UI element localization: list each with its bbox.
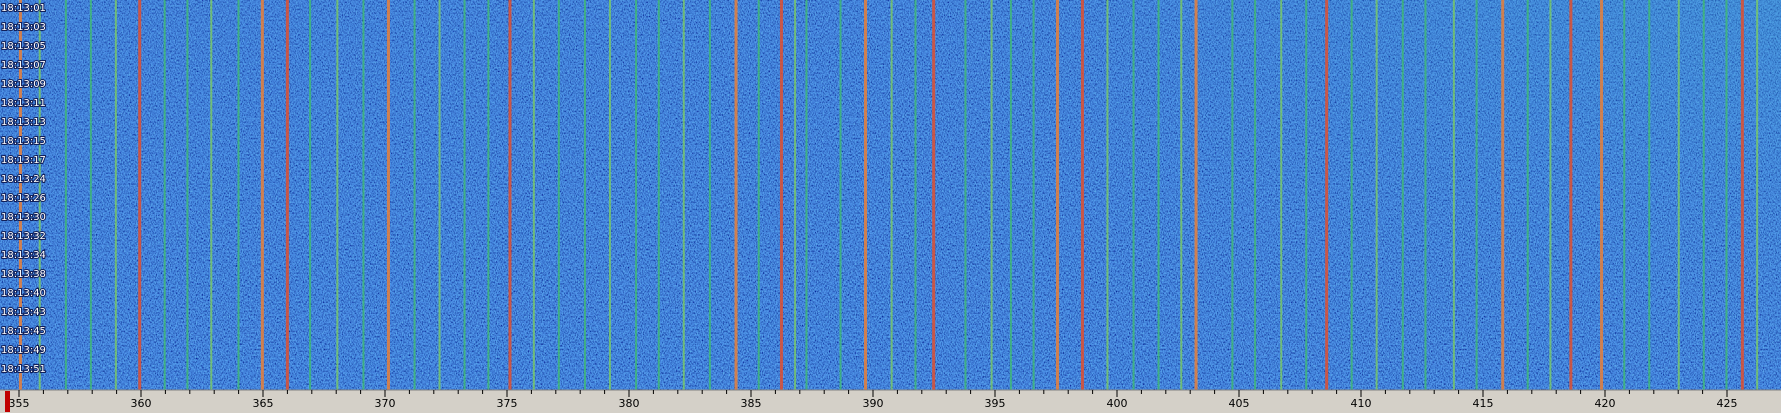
time-label: 18:13:45 xyxy=(1,326,46,337)
time-label: 18:13:43 xyxy=(1,307,46,318)
time-labels: 18:13:01 18:13:03 18:13:05 18:13:07 18:13:09… xyxy=(0,2,47,376)
frequency-axis-bar xyxy=(0,390,1781,413)
carrier-lines xyxy=(18,0,1759,390)
time-label: 18:13:38 xyxy=(1,269,46,280)
frequency-label: 380 xyxy=(619,397,640,410)
time-label: 18:13:03 xyxy=(1,22,46,33)
frequency-label: 355 xyxy=(9,397,30,410)
time-label: 18:13:49 xyxy=(1,345,46,356)
time-label: 18:13:09 xyxy=(1,79,46,90)
frequency-label: 415 xyxy=(1473,397,1494,410)
time-label: 18:13:34 xyxy=(1,250,46,261)
frequency-label: 410 xyxy=(1351,397,1372,410)
frequency-label: 385 xyxy=(741,397,762,410)
time-label: 18:13:07 xyxy=(1,60,46,71)
frequency-label: 370 xyxy=(375,397,396,410)
waterfall-glow xyxy=(0,0,1781,390)
frequency-label: 390 xyxy=(863,397,884,410)
frequency-label: 400 xyxy=(1107,397,1128,410)
time-label: 18:13:30 xyxy=(1,212,46,223)
time-label: 18:13:15 xyxy=(1,136,46,147)
frequency-label: 425 xyxy=(1717,397,1738,410)
time-label: 18:13:01 xyxy=(1,3,46,14)
time-label: 18:13:24 xyxy=(1,174,46,185)
time-label: 18:13:40 xyxy=(1,288,46,299)
time-label: 18:13:32 xyxy=(1,231,46,242)
frequency-label: 405 xyxy=(1229,397,1250,410)
frequency-label: 375 xyxy=(497,397,518,410)
time-label: 18:13:17 xyxy=(1,155,46,166)
frequency-label: 395 xyxy=(985,397,1006,410)
frequency-axis: 355 360 365 370 375 380 385 390 395 400 405 410 415 4… xyxy=(5,390,1738,412)
frequency-label: 420 xyxy=(1595,397,1616,410)
time-label: 18:13:26 xyxy=(1,193,46,204)
time-label: 18:13:51 xyxy=(1,364,46,375)
time-label: 18:13:11 xyxy=(1,98,46,109)
time-label: 18:13:05 xyxy=(1,41,46,52)
tuning-marker xyxy=(5,391,10,412)
time-label: 18:13:13 xyxy=(1,117,46,128)
frequency-label: 365 xyxy=(253,397,274,410)
frequency-label: 360 xyxy=(131,397,152,410)
